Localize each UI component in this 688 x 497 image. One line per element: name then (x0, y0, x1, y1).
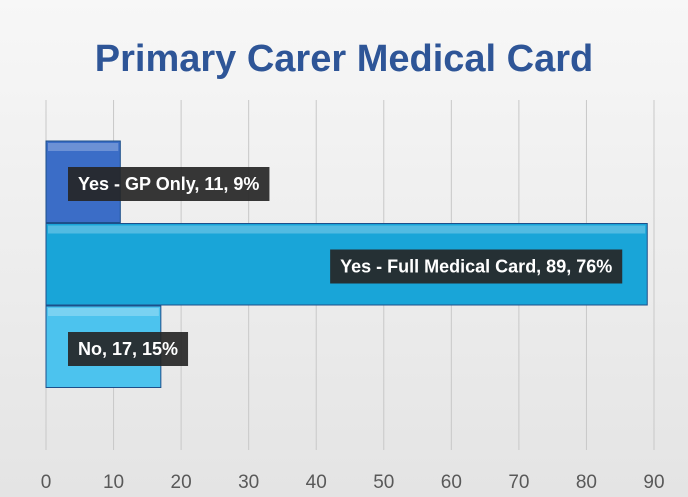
data-label: Yes - GP Only, 11, 9% (78, 174, 259, 194)
x-tick-label: 50 (373, 472, 394, 493)
x-tick-label: 10 (103, 472, 124, 493)
data-label-box (330, 249, 623, 284)
data-label: No, 17, 15% (78, 339, 178, 359)
x-tick-label: 60 (441, 472, 462, 493)
bar-highlight (48, 225, 646, 234)
x-tick-label: 30 (238, 472, 259, 493)
x-tick-label: 0 (41, 472, 52, 493)
data-label-box (68, 332, 189, 366)
x-tick-label: 20 (171, 472, 192, 493)
chart-title: Primary Carer Medical Card (94, 38, 594, 80)
data-label-box (68, 167, 270, 201)
x-tick-label: 90 (643, 472, 664, 493)
x-tick-label: 80 (576, 472, 597, 493)
data-label: Yes - Full Medical Card, 89, 76% (340, 256, 612, 276)
bar-highlight (48, 143, 119, 151)
bar-highlight (48, 308, 159, 316)
x-tick-label: 70 (508, 472, 529, 493)
x-tick-label: 40 (306, 472, 327, 493)
